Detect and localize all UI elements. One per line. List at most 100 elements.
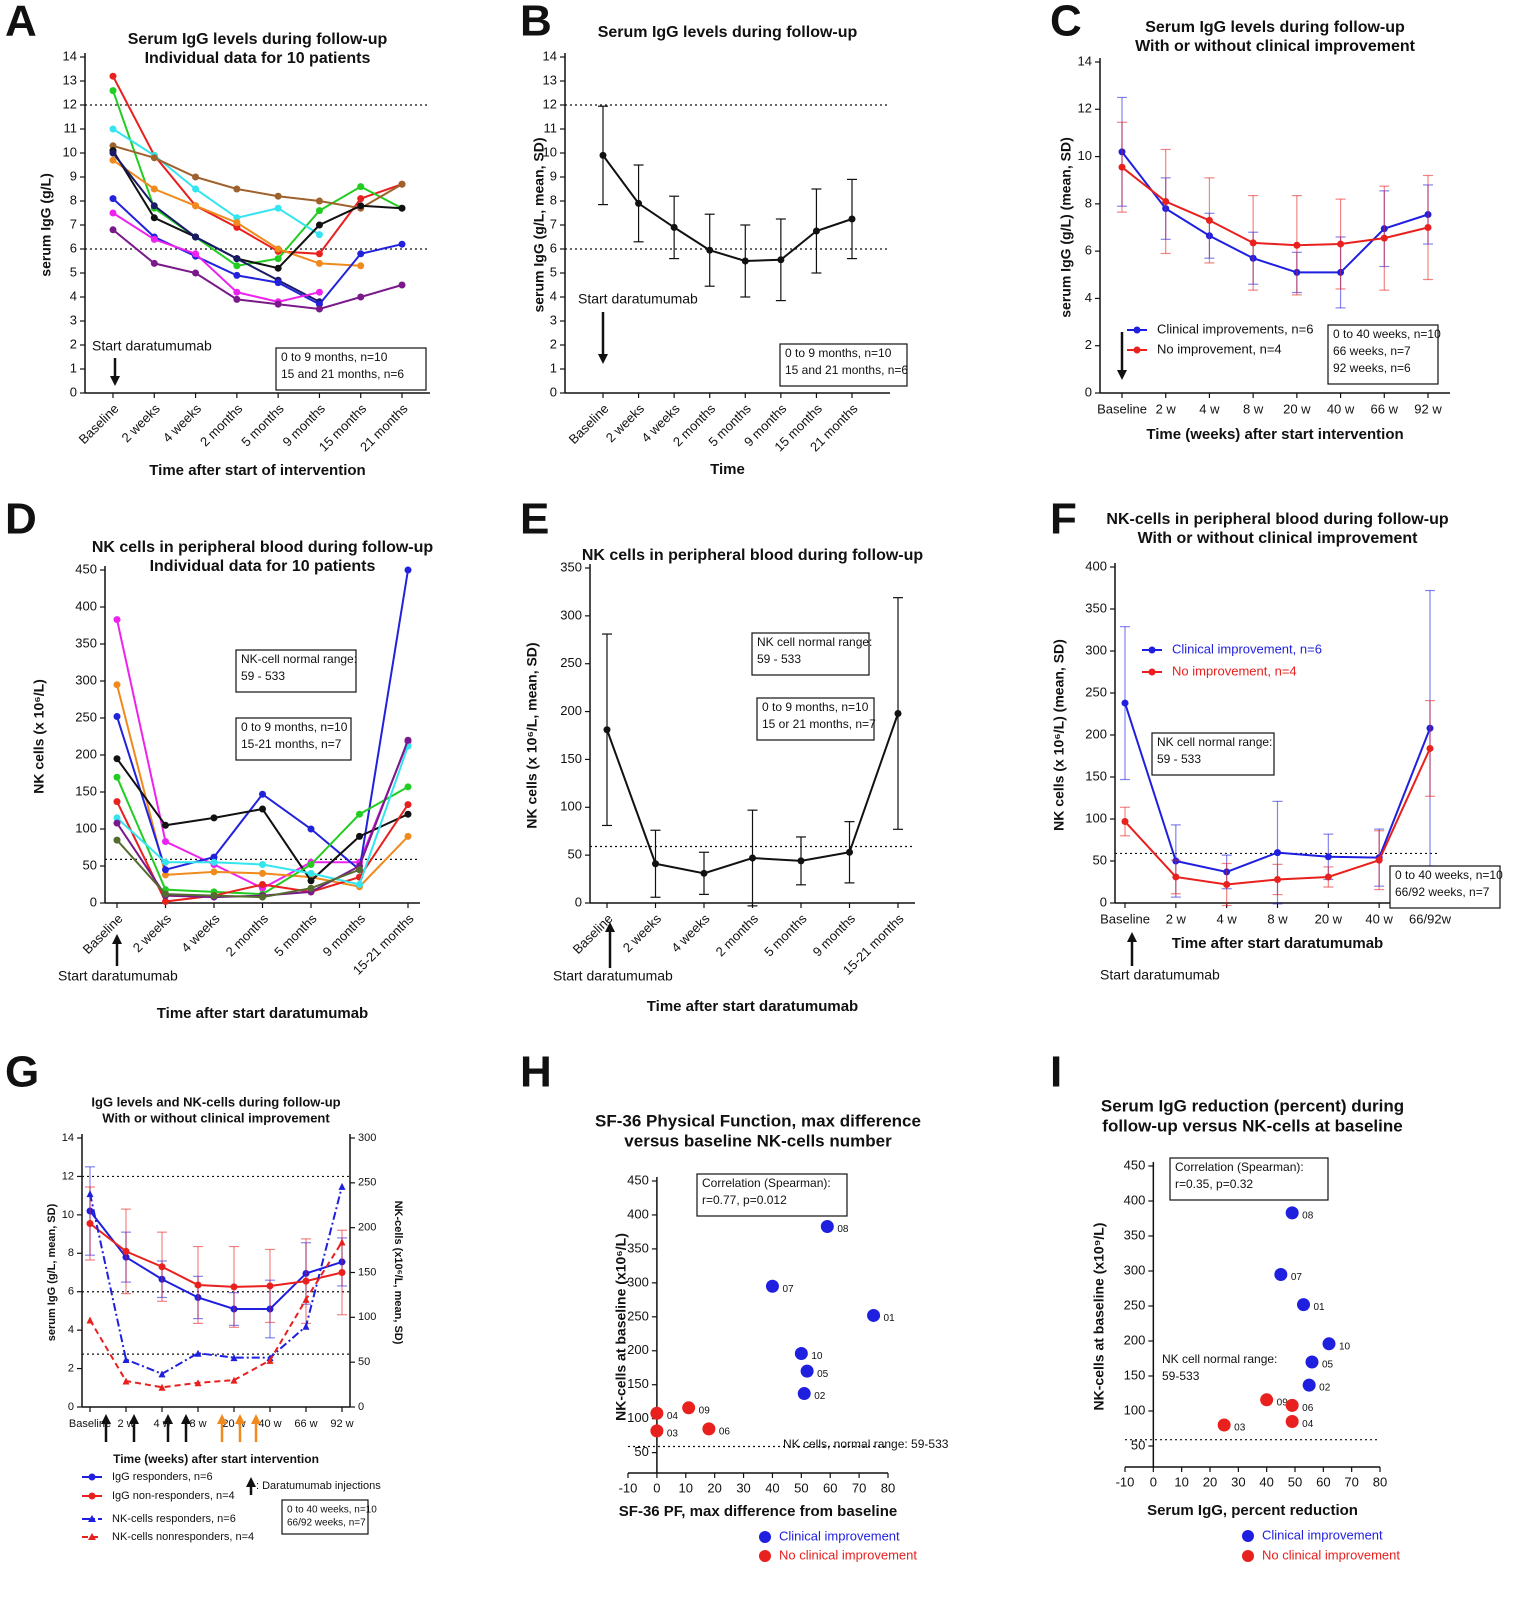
point	[122, 1247, 130, 1255]
point	[113, 773, 121, 781]
x-tick-label: 30	[1231, 1474, 1245, 1489]
y-tick-label: 450	[627, 1172, 649, 1187]
y-tick-label: 300	[1124, 1262, 1146, 1277]
x-tick-label: 40	[1259, 1474, 1273, 1489]
x-tick-label: -10	[619, 1480, 638, 1495]
point-label: 10	[1339, 1341, 1351, 1352]
point	[113, 798, 121, 806]
y-tick-label: 4	[68, 1324, 74, 1336]
point	[307, 861, 315, 869]
note-text: NK cell normal range:	[757, 635, 872, 649]
point	[192, 233, 200, 241]
point	[109, 195, 117, 203]
point	[150, 259, 158, 267]
note-box	[1389, 865, 1501, 909]
point	[800, 1364, 814, 1378]
chart-title: follow-up versus NK-cells at baseline	[1102, 1116, 1402, 1135]
point	[194, 1281, 202, 1289]
series-line	[112, 197, 403, 306]
y-tick-label: 4	[1085, 290, 1092, 305]
y-tick-label: 300	[560, 607, 582, 622]
legend-label: No improvement, n=4	[1172, 663, 1297, 678]
point-label: 01	[1314, 1302, 1326, 1313]
y-tick-label: 14	[62, 1132, 74, 1144]
y-tick-label: 250	[75, 709, 97, 724]
point-label: 04	[1302, 1419, 1314, 1430]
point	[233, 223, 241, 231]
arrow-head	[251, 1414, 261, 1424]
panel-letter: G	[5, 1048, 39, 1097]
point	[797, 857, 805, 865]
legend-label: No improvement, n=4	[1157, 341, 1282, 356]
arrow-head	[1127, 932, 1137, 942]
y-tick-label: 6	[550, 240, 557, 255]
point	[650, 1406, 664, 1420]
point	[274, 204, 282, 212]
y-tick-label: 3	[70, 312, 77, 327]
chart-title: With or without clinical improvement	[1135, 38, 1416, 55]
chart-title: versus baseline NK-cells number	[624, 1131, 892, 1150]
x-tick-label: 5 months	[761, 911, 810, 960]
point	[162, 898, 169, 906]
point-label: 07	[1291, 1272, 1303, 1283]
y-tick-label: 8	[68, 1247, 74, 1259]
point	[259, 805, 266, 813]
x-tick-label: 70	[1344, 1474, 1358, 1489]
x-tick-label: 4 w	[1217, 911, 1238, 926]
x-tick-label: Baseline	[69, 1418, 111, 1430]
legend-label: IgG responders, n=6	[112, 1471, 213, 1483]
point	[230, 1283, 238, 1291]
y-tick-label: 150	[627, 1376, 649, 1391]
series-line	[602, 154, 853, 263]
x-tick-label: 70	[852, 1480, 866, 1495]
note-text: 66/92 weeks, n=7	[1395, 885, 1490, 899]
point	[113, 836, 121, 844]
x-tick-label: 0	[653, 1480, 660, 1495]
x-tick-label: Baseline	[570, 911, 616, 957]
y-tick-label: 5	[550, 264, 557, 279]
chart-title: Serum IgG reduction (percent) during	[1101, 1096, 1404, 1115]
point	[357, 183, 365, 191]
x-tick-label: 2 w	[1156, 401, 1177, 416]
point	[158, 1383, 166, 1391]
y-tick-label: 0	[1100, 894, 1107, 909]
x-tick-label: 2 weeks	[620, 911, 665, 956]
series-line	[112, 229, 403, 311]
y-tick-label: 2	[550, 336, 557, 351]
x-tick-label: 4 weeks	[668, 911, 713, 956]
point	[1274, 849, 1281, 857]
point	[652, 860, 659, 868]
x-axis-title: Time after start daratumumab	[1172, 935, 1383, 952]
legend-marker	[88, 1473, 96, 1481]
point	[603, 726, 611, 734]
point	[700, 869, 708, 877]
y2-tick-label: 100	[358, 1311, 376, 1323]
y-tick-label: 0	[575, 894, 582, 909]
point	[162, 890, 169, 898]
point-label: 10	[811, 1351, 823, 1362]
y-tick-label: 10	[1078, 148, 1092, 163]
point	[307, 869, 315, 877]
point	[233, 295, 241, 303]
y-tick-label: 10	[62, 1209, 74, 1221]
x-axis-title: Time after start of intervention	[149, 462, 365, 479]
point	[192, 185, 200, 193]
point	[274, 245, 282, 253]
point	[210, 892, 218, 900]
point	[404, 566, 412, 574]
x-tick-label: 80	[1373, 1474, 1387, 1489]
chart-title: Serum IgG levels during follow-up	[1145, 19, 1405, 36]
point-label: 02	[814, 1391, 826, 1402]
note-text: 15-21 months, n=7	[241, 737, 342, 751]
y-tick-label: 150	[1124, 1367, 1146, 1382]
legend-marker	[88, 1492, 96, 1500]
arrow-head	[246, 1477, 256, 1487]
point	[398, 204, 406, 212]
point	[150, 154, 158, 162]
x-tick-label: 66 w	[294, 1418, 317, 1430]
y-tick-label: 100	[75, 820, 97, 835]
point	[233, 255, 241, 263]
y-tick-label: 1	[70, 360, 77, 375]
series-line	[112, 90, 403, 267]
chart-title: SF-36 Physical Function, max difference	[595, 1111, 921, 1130]
